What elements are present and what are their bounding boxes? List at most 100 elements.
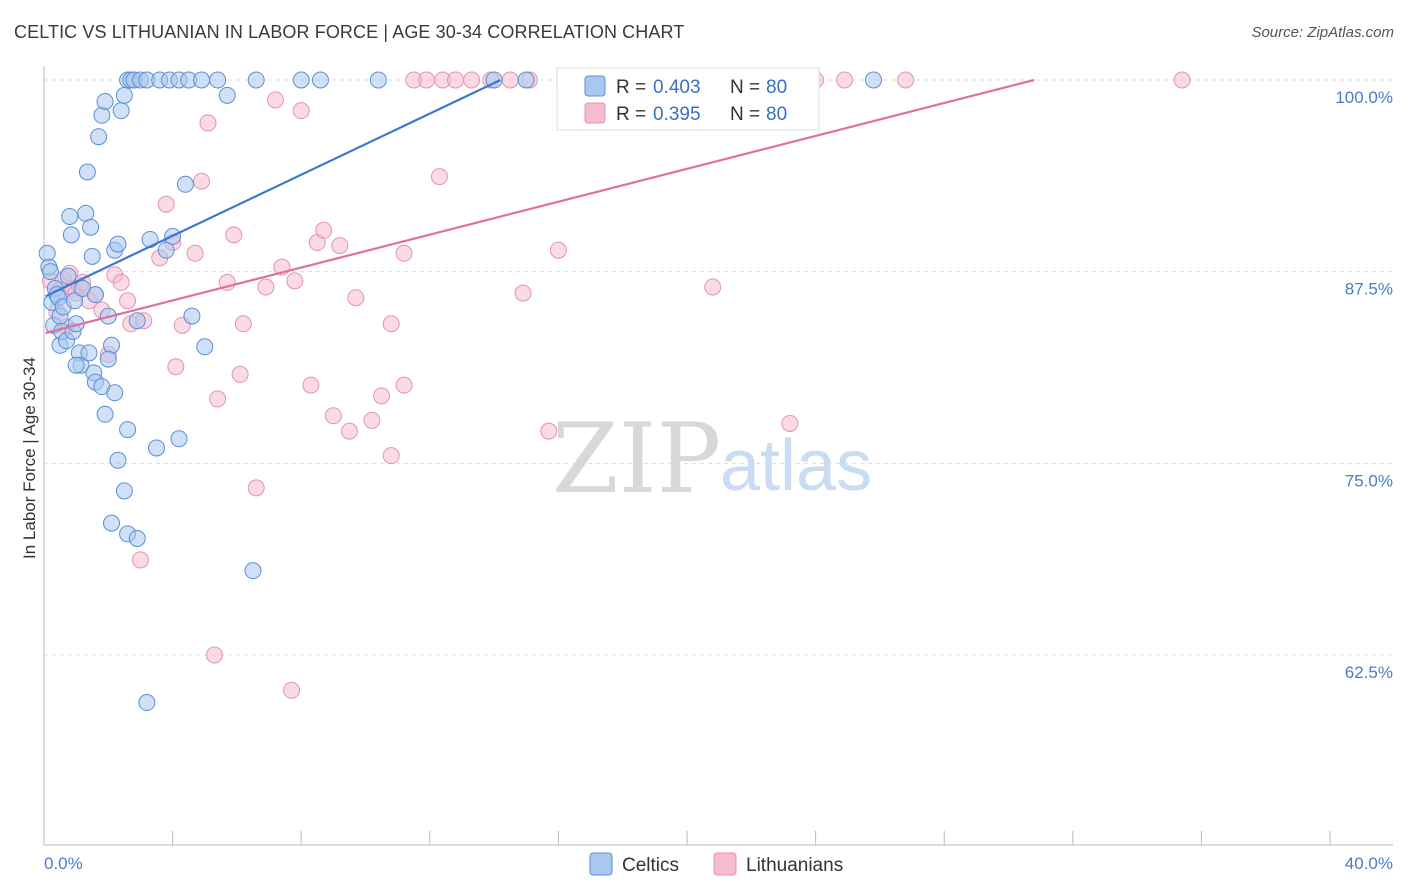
lithuanian-point bbox=[283, 681, 301, 699]
y-tick-label: 75.0% bbox=[1345, 471, 1393, 490]
legend-n-value-celtics: 80 bbox=[766, 77, 787, 98]
lithuanian-point bbox=[324, 407, 342, 425]
x-axis-ticks bbox=[43, 831, 1331, 845]
celtic-point bbox=[128, 529, 146, 547]
celtic-point bbox=[311, 71, 329, 89]
celtic-point bbox=[369, 71, 387, 89]
y-tick-label: 62.5% bbox=[1345, 663, 1393, 682]
lithuanian-trendline bbox=[45, 78, 1035, 335]
celtic-point bbox=[193, 71, 211, 89]
lithuanian-point bbox=[347, 289, 365, 307]
lithuanian-point bbox=[231, 365, 249, 383]
stats-legend: R = 0.403 N = 80 R = 0.395 N = 80 bbox=[556, 67, 820, 131]
legend-r-label-celtics: R = bbox=[616, 77, 646, 98]
celtic-point bbox=[61, 207, 79, 225]
watermark-atlas: atlas bbox=[720, 426, 872, 506]
lithuanian-point bbox=[225, 226, 243, 244]
celtic-point bbox=[119, 421, 137, 439]
lithuanian-point bbox=[540, 422, 558, 440]
lithuanian-point bbox=[119, 292, 137, 310]
lithuanian-point bbox=[331, 237, 349, 255]
legend-swatch-celtics bbox=[584, 75, 606, 97]
celtic-point bbox=[80, 344, 98, 362]
lithuanian-point bbox=[373, 387, 391, 405]
lithuanian-point bbox=[167, 358, 185, 376]
legend-n-label-lithuanians: N = bbox=[730, 104, 760, 125]
bottom-legend-swatch-lithuanians bbox=[713, 852, 737, 876]
lithuanians-points bbox=[41, 71, 1191, 699]
celtic-point bbox=[112, 102, 130, 120]
lithuanian-point bbox=[247, 479, 265, 497]
lithuanian-point bbox=[112, 273, 130, 291]
celtic-point bbox=[90, 128, 108, 146]
lithuanian-point bbox=[266, 91, 284, 109]
lithuanian-point bbox=[501, 71, 519, 89]
lithuanian-point bbox=[382, 315, 400, 333]
lithuanian-point bbox=[463, 71, 481, 89]
lithuanian-point bbox=[1173, 71, 1191, 89]
celtic-point bbox=[66, 292, 84, 310]
celtic-point bbox=[93, 106, 111, 124]
celtic-point bbox=[244, 562, 262, 580]
legend-swatch-lithuanians bbox=[584, 102, 606, 124]
celtic-point bbox=[115, 482, 133, 500]
celtic-point bbox=[292, 71, 310, 89]
celtic-point bbox=[115, 86, 133, 104]
lithuanian-point bbox=[418, 71, 436, 89]
celtic-point bbox=[109, 235, 127, 253]
lithuanian-point bbox=[286, 272, 304, 290]
celtic-point bbox=[209, 71, 227, 89]
celtic-point bbox=[517, 71, 535, 89]
celtic-point bbox=[196, 338, 214, 356]
celtic-point bbox=[247, 71, 265, 89]
y-tick-label: 87.5% bbox=[1345, 280, 1393, 299]
lithuanian-point bbox=[395, 376, 413, 394]
celtic-point bbox=[176, 175, 194, 193]
celtic-point bbox=[106, 384, 124, 402]
celtic-point bbox=[864, 71, 882, 89]
lithuanian-point bbox=[363, 411, 381, 429]
legend-r-value-lithuanians: 0.395 bbox=[653, 104, 701, 125]
lithuanian-point bbox=[257, 278, 275, 296]
lithuanian-point bbox=[234, 315, 252, 333]
celtic-point bbox=[82, 218, 100, 236]
lithuanian-point bbox=[704, 278, 722, 296]
celtic-point bbox=[170, 430, 188, 448]
celtic-point bbox=[109, 451, 127, 469]
bottom-legend-label-lithuanians: Lithuanians bbox=[746, 855, 843, 876]
lithuanian-point bbox=[131, 551, 149, 569]
lithuanian-point bbox=[205, 646, 223, 664]
celtic-point bbox=[96, 92, 114, 110]
lithuanian-point bbox=[157, 195, 175, 213]
lithuanian-point bbox=[186, 244, 204, 262]
lithuanian-point bbox=[395, 244, 413, 262]
celtic-point bbox=[59, 267, 77, 285]
celtic-point bbox=[78, 163, 96, 181]
celtic-point bbox=[128, 312, 146, 330]
legend-n-value-lithuanians: 80 bbox=[766, 104, 787, 125]
celtics-points bbox=[38, 71, 882, 712]
celtic-point bbox=[86, 286, 104, 304]
lithuanian-point bbox=[199, 114, 217, 132]
trendlines bbox=[45, 78, 1035, 335]
lithuanian-point bbox=[549, 241, 567, 259]
lithuanian-point bbox=[302, 376, 320, 394]
legend-r-label-lithuanians: R = bbox=[616, 104, 646, 125]
celtic-point bbox=[103, 336, 121, 354]
source-credit: Source: ZipAtlas.com bbox=[1251, 24, 1394, 41]
watermark-zip: ZIP bbox=[552, 403, 721, 515]
bottom-legend-swatch-celtics bbox=[589, 852, 613, 876]
lithuanian-point bbox=[340, 422, 358, 440]
lithuanian-point bbox=[781, 414, 799, 432]
lithuanian-point bbox=[315, 221, 333, 239]
lithuanian-point bbox=[430, 168, 448, 186]
legend-r-value-celtics: 0.403 bbox=[653, 77, 701, 98]
x-tick-label-max: 40.0% bbox=[1345, 854, 1393, 873]
celtic-point bbox=[99, 350, 117, 368]
legend-n-label-celtics: N = bbox=[730, 77, 760, 98]
celtic-point bbox=[157, 241, 175, 259]
lithuanian-point bbox=[836, 71, 854, 89]
celtic-point bbox=[67, 356, 85, 374]
celtic-point bbox=[138, 694, 156, 712]
